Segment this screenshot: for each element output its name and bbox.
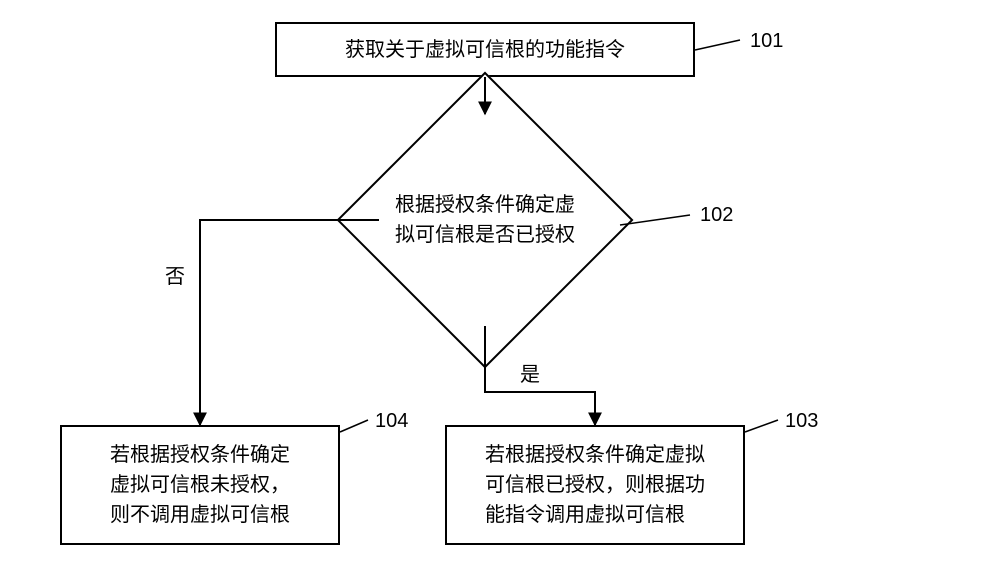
flow-node-101: 获取关于虚拟可信根的功能指令 <box>275 22 695 77</box>
edge-label-no: 否 <box>165 260 185 289</box>
flow-node-102: 根据授权条件确定虚 拟可信根是否已授权 <box>380 115 590 325</box>
ref-label-104: 104 <box>375 410 408 433</box>
ref-label-102: 102 <box>700 204 733 227</box>
node-text: 若根据授权条件确定虚拟 可信根已授权，则根据功 能指令调用虚拟可信根 <box>485 440 705 530</box>
edge-label-yes: 是 <box>520 358 540 387</box>
node-text: 获取关于虚拟可信根的功能指令 <box>345 35 625 65</box>
ref-label-101: 101 <box>750 30 783 53</box>
node-text: 若根据授权条件确定 虚拟可信根未授权， 则不调用虚拟可信根 <box>110 440 290 530</box>
flow-node-103: 若根据授权条件确定虚拟 可信根已授权，则根据功 能指令调用虚拟可信根 <box>445 425 745 545</box>
flow-node-104: 若根据授权条件确定 虚拟可信根未授权， 则不调用虚拟可信根 <box>60 425 340 545</box>
node-text: 根据授权条件确定虚 拟可信根是否已授权 <box>395 190 575 250</box>
ref-label-103: 103 <box>785 410 818 433</box>
